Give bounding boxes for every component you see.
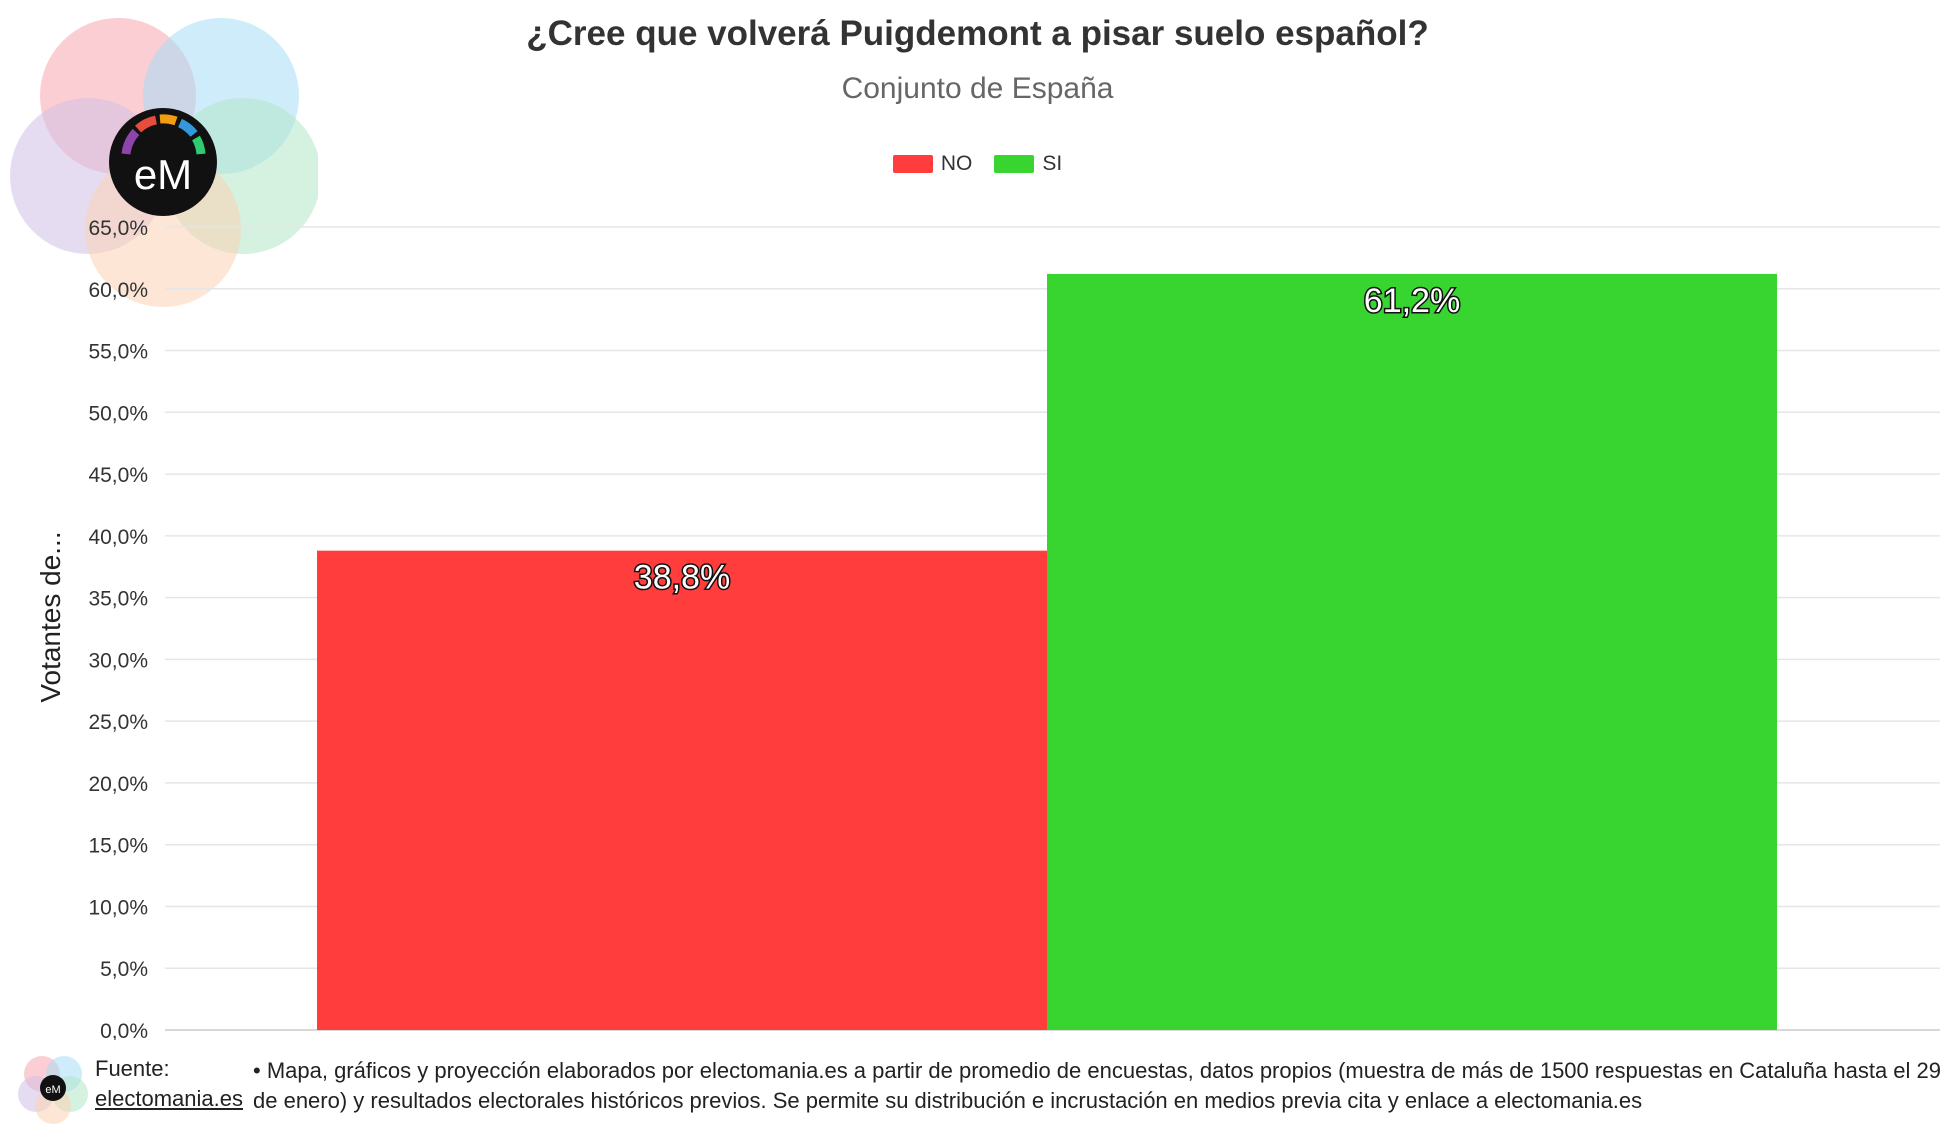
y-tick-label: 40,0% bbox=[88, 526, 148, 549]
y-tick-label: 30,0% bbox=[88, 649, 148, 672]
data-label-si: 61,2% bbox=[1364, 282, 1460, 320]
legend-label-si: SI bbox=[1042, 152, 1063, 175]
y-tick-label: 25,0% bbox=[88, 711, 148, 734]
y-tick-label: 65,0% bbox=[88, 217, 148, 240]
logo-text: eM bbox=[134, 151, 192, 198]
electomania-small-logo: eM bbox=[18, 1056, 88, 1124]
y-axis-ticks: 0,0% 5,0% 10,0% 15,0% 20,0% 25,0% 30,0% 35,0% 40… bbox=[88, 217, 148, 1040]
bar-si[interactable] bbox=[1047, 273, 1777, 1031]
y-axis-label: Votantes de... bbox=[35, 531, 66, 702]
y-tick-label: 20,0% bbox=[88, 773, 148, 796]
footer: eM Fuente: electomania.es • Mapa, gráfic… bbox=[0, 1048, 1955, 1131]
legend-item-si[interactable]: SI bbox=[994, 152, 1062, 176]
y-tick-label: 60,0% bbox=[88, 279, 148, 302]
y-tick-label: 35,0% bbox=[88, 588, 148, 611]
legend-swatch-no bbox=[892, 155, 933, 173]
small-logo-text: eM bbox=[45, 1084, 60, 1096]
chart-title: ¿Cree que volverá Puigdemont a pisar sue… bbox=[526, 14, 1429, 53]
y-tick-label: 15,0% bbox=[88, 835, 148, 858]
bar-chart: 0,0% 5,0% 10,0% 15,0% 20,0% 25,0% 30,0% 35,0% 40… bbox=[35, 217, 1940, 1040]
bars bbox=[317, 273, 1777, 1031]
footer-source-link[interactable]: electomania.es bbox=[95, 1086, 243, 1111]
legend: NO SI bbox=[0, 152, 1955, 176]
y-tick-label: 10,0% bbox=[88, 896, 148, 919]
footer-source-label: Fuente: bbox=[95, 1056, 170, 1081]
data-labels: 38,8% 61,2% bbox=[632, 280, 1461, 598]
y-tick-label: 50,0% bbox=[88, 402, 148, 425]
y-tick-label: 0,0% bbox=[100, 1020, 148, 1040]
data-label-no: 38,8% bbox=[634, 559, 730, 597]
legend-swatch-si bbox=[994, 155, 1035, 173]
y-tick-label: 55,0% bbox=[88, 341, 148, 364]
chart-subtitle: Conjunto de España bbox=[841, 72, 1114, 105]
y-tick-label: 45,0% bbox=[88, 464, 148, 487]
y-tick-label: 5,0% bbox=[100, 958, 148, 981]
legend-item-no[interactable]: NO bbox=[892, 152, 973, 176]
bar-no[interactable] bbox=[317, 550, 1047, 1030]
footer-text: • Mapa, gráficos y proyección elaborados… bbox=[253, 1058, 1942, 1113]
legend-label-no: NO bbox=[940, 152, 973, 175]
electomania-logo: eM bbox=[10, 18, 318, 307]
